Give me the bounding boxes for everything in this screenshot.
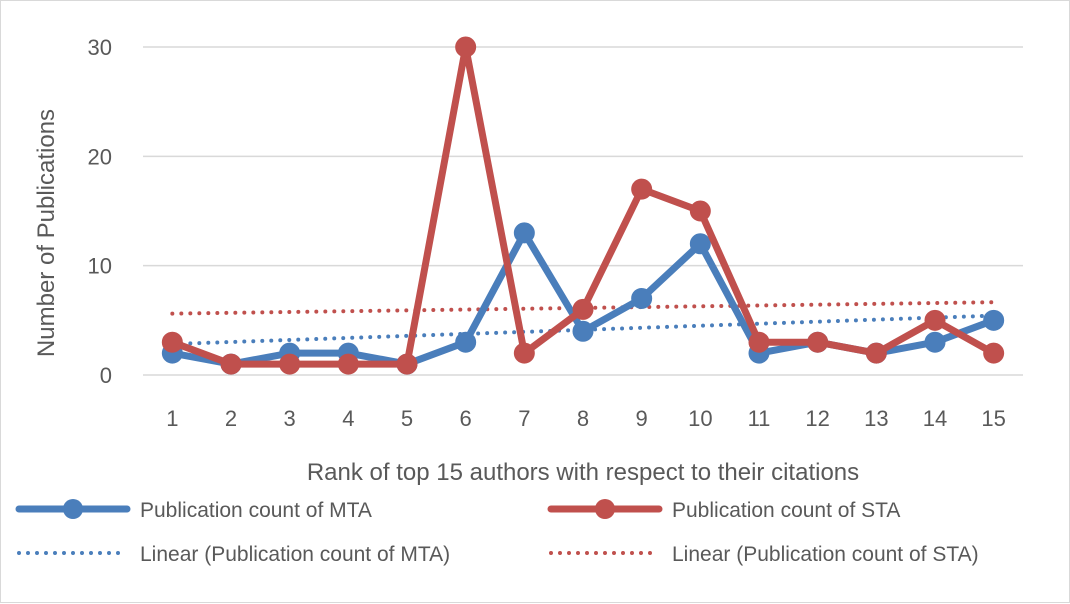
y-axis-title: Number of Publications [33,109,60,357]
x-tick-label-2: 2 [225,406,237,431]
data-point-sta-4 [337,353,359,375]
trendline-mta [170,313,996,347]
x-tick-label-6: 6 [460,406,472,431]
trendlines [170,300,996,347]
x-axis-ticks: 1 2 3 4 5 6 7 8 9 10 11 12 13 14 15 [166,406,1006,431]
legend-sta-label: Publication count of STA [672,499,900,522]
legend-mta-label: Publication count of MTA [140,499,372,522]
data-point-mta-8 [572,320,594,342]
x-axis-title: Rank of top 15 authors with respect to t… [307,459,859,486]
legend-sta: Publication count of STA [547,499,900,522]
data-point-mta-14 [924,331,946,353]
legend-mta: Publication count of MTA [15,499,372,522]
x-tick-label-9: 9 [636,406,648,431]
data-point-sta-3 [279,353,301,375]
x-tick-label-14: 14 [923,406,947,431]
x-tick-label-5: 5 [401,406,413,431]
data-point-sta-11 [748,331,770,353]
y-tick-label-20: 20 [88,144,112,169]
legend: Publication count of MTA Publication coun… [15,499,979,566]
x-tick-label-13: 13 [864,406,888,431]
data-point-mta-6 [455,331,477,353]
data-point-sta-1 [161,331,183,353]
legend-sta-marker [595,499,615,519]
x-tick-label-4: 4 [342,406,354,431]
data-point-sta-14 [924,309,946,331]
data-point-sta-5 [396,353,418,375]
data-point-sta-10 [689,200,711,222]
trendline-sta [170,300,996,316]
data-series [161,36,1005,375]
legend-mta-marker [63,499,83,519]
data-point-sta-15 [983,342,1005,364]
y-axis-ticks: 0 10 20 30 [88,35,112,388]
data-point-sta-2 [220,353,242,375]
y-tick-label-0: 0 [100,363,112,388]
data-point-sta-6 [455,36,477,58]
y-tick-label-10: 10 [88,254,112,279]
legend-trend-mta-label: Linear (Publication count of MTA) [140,543,450,566]
data-point-sta-12 [807,331,829,353]
x-tick-label-3: 3 [284,406,296,431]
legend-trend-mta: Linear (Publication count of MTA) [17,543,450,566]
data-point-mta-7 [513,222,535,244]
series-line-mta [168,229,998,368]
x-tick-label-8: 8 [577,406,589,431]
x-tick-label-7: 7 [518,406,530,431]
data-point-sta-7 [513,342,535,364]
x-tick-label-11: 11 [748,406,771,431]
legend-trend-sta: Linear (Publication count of STA) [549,543,979,566]
data-point-sta-9 [631,178,653,200]
legend-trend-sta-label: Linear (Publication count of STA) [672,543,979,566]
data-point-mta-10 [689,233,711,255]
data-point-sta-8 [572,298,594,320]
x-tick-label-12: 12 [805,406,829,431]
series-sta [161,36,1005,375]
data-point-mta-9 [631,287,653,309]
gridlines [143,46,1023,376]
x-tick-label-1: 1 [166,406,178,431]
x-tick-label-15: 15 [981,406,1005,431]
x-tick-label-10: 10 [688,406,712,431]
data-point-mta-15 [983,309,1005,331]
y-tick-label-30: 30 [88,35,112,60]
data-point-sta-13 [865,342,887,364]
